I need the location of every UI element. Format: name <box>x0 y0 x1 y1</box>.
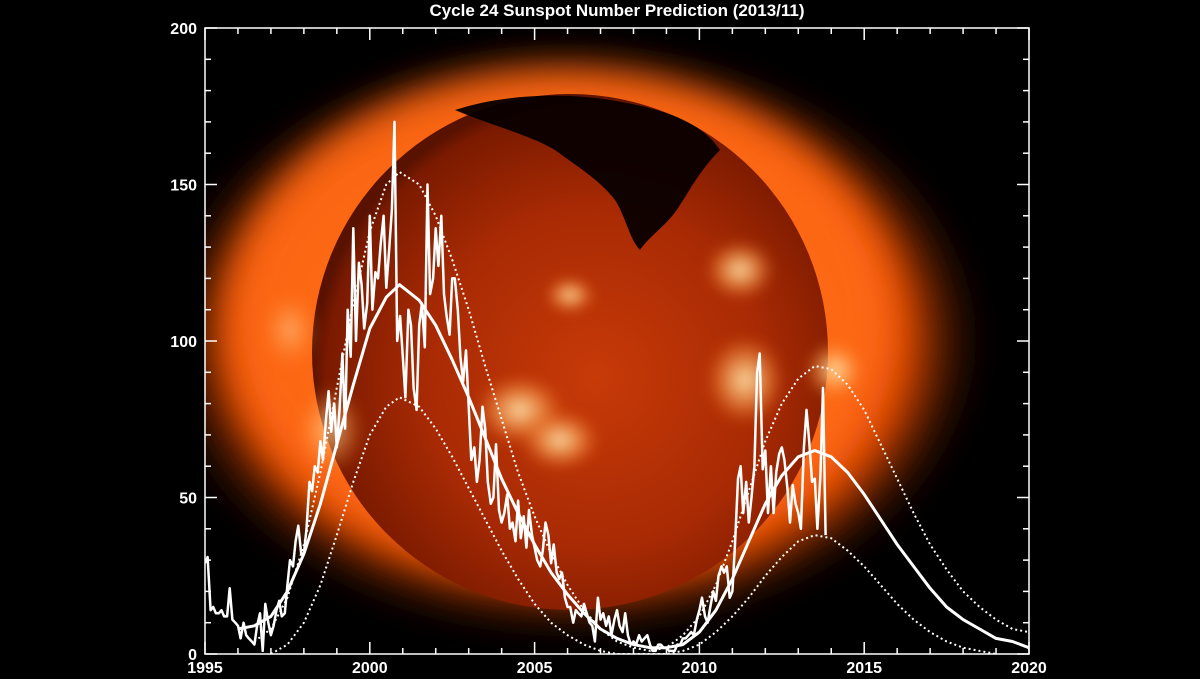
x-tick-label: 2020 <box>1011 660 1047 677</box>
x-tick-label: 2010 <box>682 660 718 677</box>
prediction-bound-line <box>253 171 1029 652</box>
y-tick-label: 100 <box>170 334 197 351</box>
y-tick-label: 200 <box>170 21 197 38</box>
axis-ticks <box>204 27 1030 655</box>
prediction-bound-line <box>270 396 997 654</box>
smoothed-prediction-line <box>237 283 1029 650</box>
x-tick-label: 2005 <box>517 660 553 677</box>
x-tick-label: 2015 <box>846 660 882 677</box>
y-tick-label: 0 <box>188 647 197 664</box>
x-tick-label: 2000 <box>352 660 388 677</box>
x-axis-labels: 1995 2000 2005 2010 2015 2020 <box>187 660 1047 677</box>
y-tick-label: 150 <box>170 178 197 195</box>
y-axis-labels: 0 50 100 150 200 <box>170 21 197 664</box>
chart-title: Cycle 24 Sunspot Number Prediction (2013… <box>429 1 805 20</box>
series-group <box>205 120 1029 654</box>
x-tick-label: 1995 <box>187 660 223 677</box>
y-tick-label: 50 <box>179 491 197 508</box>
monthly-sunspot-line <box>205 120 827 653</box>
sun-xray-image <box>205 40 990 640</box>
